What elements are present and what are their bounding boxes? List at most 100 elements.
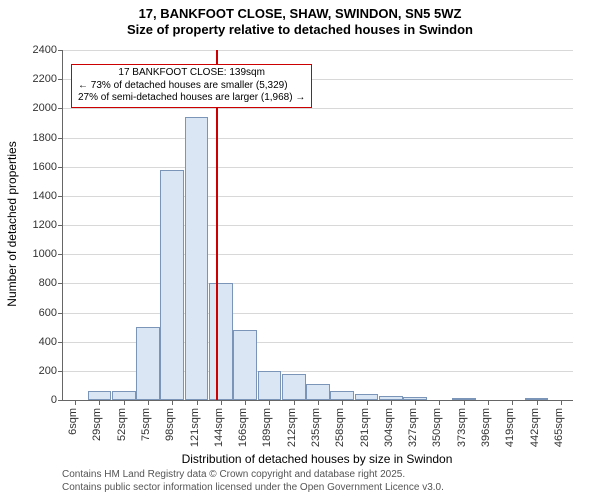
xtick-label: 396sqm (480, 408, 492, 447)
annotation-line-1: 17 BANKFOOT CLOSE: 139sqm (78, 67, 305, 80)
gridline (63, 283, 573, 284)
ytick-label: 1200 (33, 219, 57, 231)
ytick-mark (58, 313, 63, 314)
histogram-bar (112, 391, 136, 400)
histogram-bar (282, 374, 306, 400)
histogram-bar (330, 391, 354, 400)
xtick-mark (318, 400, 319, 405)
histogram-bar (209, 283, 233, 400)
xtick-label: 144sqm (213, 408, 225, 447)
ytick-label: 1600 (33, 161, 57, 173)
xtick-label: 52sqm (116, 408, 128, 441)
xtick-mark (269, 400, 270, 405)
ytick-mark (58, 196, 63, 197)
xtick-label: 373sqm (456, 408, 468, 447)
xtick-mark (561, 400, 562, 405)
annotation-line-3: 27% of semi-detached houses are larger (… (78, 92, 305, 105)
x-axis-label: Distribution of detached houses by size … (62, 452, 572, 466)
gridline (63, 167, 573, 168)
xtick-label: 166sqm (237, 408, 249, 447)
title-line-1: 17, BANKFOOT CLOSE, SHAW, SWINDON, SN5 5… (0, 6, 600, 22)
xtick-label: 258sqm (334, 408, 346, 447)
gridline (63, 138, 573, 139)
chart-title: 17, BANKFOOT CLOSE, SHAW, SWINDON, SN5 5… (0, 0, 600, 37)
xtick-mark (391, 400, 392, 405)
xtick-mark (464, 400, 465, 405)
xtick-mark (245, 400, 246, 405)
gridline (63, 50, 573, 51)
xtick-label: 121sqm (189, 408, 201, 447)
xtick-mark (367, 400, 368, 405)
ytick-mark (58, 79, 63, 80)
xtick-mark (488, 400, 489, 405)
xtick-mark (512, 400, 513, 405)
xtick-mark (75, 400, 76, 405)
xtick-label: 442sqm (529, 408, 541, 447)
xtick-label: 6sqm (67, 408, 79, 435)
xtick-label: 281sqm (359, 408, 371, 447)
xtick-mark (99, 400, 100, 405)
xtick-mark (415, 400, 416, 405)
ytick-label: 600 (39, 307, 57, 319)
histogram-bar (136, 327, 160, 400)
xtick-label: 98sqm (164, 408, 176, 441)
gridline (63, 225, 573, 226)
ytick-mark (58, 371, 63, 372)
xtick-mark (124, 400, 125, 405)
histogram-bar (233, 330, 257, 400)
xtick-label: 29sqm (91, 408, 103, 441)
annotation-box: 17 BANKFOOT CLOSE: 139sqm← 73% of detach… (71, 64, 312, 108)
xtick-mark (537, 400, 538, 405)
ytick-mark (58, 138, 63, 139)
histogram-bar (258, 371, 282, 400)
histogram-bar (88, 391, 112, 400)
ytick-label: 2200 (33, 73, 57, 85)
ytick-label: 1000 (33, 248, 57, 260)
ytick-mark (58, 400, 63, 401)
xtick-label: 212sqm (286, 408, 298, 447)
ytick-label: 2400 (33, 44, 57, 56)
xtick-label: 304sqm (383, 408, 395, 447)
gridline (63, 196, 573, 197)
ytick-mark (58, 254, 63, 255)
ytick-label: 0 (51, 394, 57, 406)
xtick-mark (221, 400, 222, 405)
histogram-bar (185, 117, 209, 400)
xtick-mark (294, 400, 295, 405)
xtick-mark (172, 400, 173, 405)
gridline (63, 313, 573, 314)
annotation-line-2: ← 73% of detached houses are smaller (5,… (78, 80, 305, 93)
xtick-label: 189sqm (261, 408, 273, 447)
xtick-mark (342, 400, 343, 405)
ytick-label: 1400 (33, 190, 57, 202)
histogram-bar (160, 170, 184, 400)
ytick-mark (58, 225, 63, 226)
ytick-label: 2000 (33, 102, 57, 114)
histogram-bar (306, 384, 330, 400)
ytick-label: 800 (39, 277, 57, 289)
gridline (63, 108, 573, 109)
xtick-label: 75sqm (140, 408, 152, 441)
title-line-2: Size of property relative to detached ho… (0, 22, 600, 38)
ytick-label: 400 (39, 336, 57, 348)
ytick-mark (58, 342, 63, 343)
xtick-mark (197, 400, 198, 405)
xtick-label: 465sqm (553, 408, 565, 447)
ytick-mark (58, 167, 63, 168)
ytick-mark (58, 108, 63, 109)
ytick-mark (58, 50, 63, 51)
xtick-label: 350sqm (431, 408, 443, 447)
xtick-label: 235sqm (310, 408, 322, 447)
y-axis-label: Number of detached properties (5, 124, 19, 324)
footnote: Contains HM Land Registry data © Crown c… (62, 469, 444, 494)
xtick-mark (439, 400, 440, 405)
gridline (63, 254, 573, 255)
ytick-label: 200 (39, 365, 57, 377)
ytick-label: 1800 (33, 132, 57, 144)
xtick-mark (148, 400, 149, 405)
histogram-chart: 17, BANKFOOT CLOSE, SHAW, SWINDON, SN5 5… (0, 0, 600, 500)
xtick-label: 327sqm (407, 408, 419, 447)
ytick-mark (58, 283, 63, 284)
footnote-line-2: Contains public sector information licen… (62, 482, 444, 495)
xtick-label: 419sqm (504, 408, 516, 447)
